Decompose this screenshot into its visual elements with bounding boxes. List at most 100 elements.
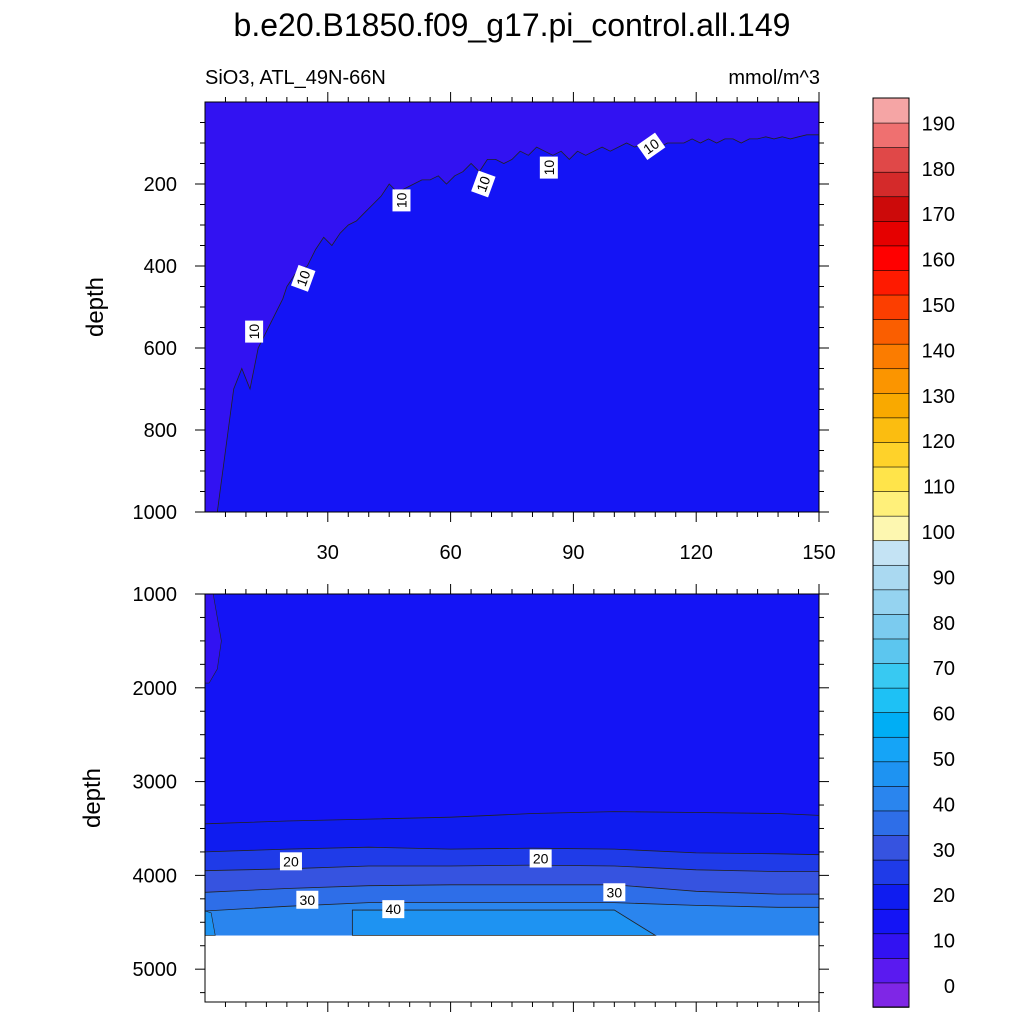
figure-title: b.e20.B1850.f09_g17.pi_control.all.149 (234, 7, 791, 43)
contour-label-bg (382, 900, 405, 919)
contour-region-40 (351, 909, 657, 936)
colorbar-label: 70 (933, 658, 955, 680)
colorbar-label: 100 (922, 522, 955, 544)
colorbar-swatch (872, 97, 910, 124)
contour-label-group: 30 (296, 890, 319, 909)
colorbar-swatch (872, 883, 910, 910)
contour-label-group: 30 (603, 883, 626, 902)
colorbar-swatch (872, 613, 910, 640)
contour-label: 30 (300, 892, 316, 908)
contour-label: 20 (533, 850, 549, 866)
colorbar-swatch (872, 711, 910, 738)
contour-label-group: 10 (637, 132, 666, 160)
colorbar-swatch (872, 810, 910, 836)
colorbar-swatch (872, 564, 910, 591)
y-tick-label: 2000 (133, 678, 178, 700)
colorbar-swatch (872, 785, 910, 812)
y-tick-label: 600 (144, 338, 177, 360)
colorbar-swatch (872, 294, 910, 320)
contour-label-bg (637, 132, 666, 160)
y-tick-label: 5000 (133, 959, 178, 981)
colorbar-label: 150 (922, 295, 955, 317)
contour-label-group: 10 (471, 170, 496, 198)
colorbar-label: 50 (933, 749, 955, 771)
lower-panel: 20 20 30 30 40 1000 2000 3000 4000 5000 depth (79, 584, 829, 1012)
contour-label-bg (245, 320, 264, 343)
upper-panel: 10 10 10 10 10 10 200 400 600 800 1000 30 60 90 120 150… (82, 92, 836, 564)
colorbar-swatch (872, 982, 910, 1008)
colorbar-swatch (872, 539, 910, 566)
colorbar-label: 80 (933, 613, 955, 635)
colorbar-label: 160 (922, 250, 955, 272)
colorbar-swatch (872, 195, 910, 222)
colorbar-swatch (872, 171, 910, 198)
colorbar-label: 30 (933, 840, 955, 862)
x-tick-label: 60 (439, 542, 461, 564)
colorbar-frame (872, 97, 910, 1008)
colorbar-swatch (872, 908, 910, 935)
contour-label: 10 (293, 268, 313, 288)
colorbar-swatch (872, 515, 910, 542)
contour-label: 10 (393, 192, 409, 208)
y-tick-label: 4000 (133, 865, 178, 887)
colorbar: 0 10 20 30 40 50 60 70 80 90 100 110 120 130 140 150 160… (872, 97, 955, 1008)
contour-label: 10 (473, 174, 493, 194)
colorbar-label: 180 (922, 159, 955, 181)
units-subtitle: mmol/m^3 (728, 67, 820, 89)
upper-fill-10 (217, 134, 819, 513)
colorbar-swatch (872, 441, 910, 468)
colorbar-swatch (872, 220, 910, 247)
x-tick-label: 90 (562, 542, 584, 564)
contour-label-bg (539, 156, 558, 179)
y-tick-label: 3000 (133, 772, 178, 794)
colorbar-swatch (872, 834, 910, 861)
contour-label-bg (291, 264, 316, 292)
contour-line-10 (216, 134, 819, 513)
colorbar-label: 90 (933, 567, 955, 589)
colorbar-label: 140 (922, 340, 955, 362)
contour-label-group: 20 (279, 852, 302, 871)
colorbar-label: 60 (933, 704, 955, 726)
y-tick-label: 200 (144, 174, 177, 196)
colorbar-label: 190 (922, 113, 955, 135)
colorbar-label: 20 (933, 885, 955, 907)
colorbar-swatch (872, 417, 910, 443)
colorbar-swatch (872, 367, 910, 394)
y-tick-label: 800 (144, 420, 177, 442)
contour-label-group: 10 (245, 320, 264, 343)
contour-label: 10 (246, 324, 262, 340)
contour-line (204, 884, 819, 895)
colorbar-swatch (872, 638, 910, 664)
colorbar-swatch (872, 269, 910, 296)
contour-label-bg (392, 189, 411, 212)
contour-label: 40 (386, 901, 402, 917)
colorbar-swatch (872, 761, 910, 787)
colorbar-swatch (872, 318, 910, 345)
colorbar-swatch (872, 957, 910, 984)
contour-label-bg (296, 890, 319, 909)
colorbar-swatch (872, 490, 910, 517)
colorbar-swatch (872, 687, 910, 713)
left-subtitle: SiO3, ATL_49N-66N (205, 67, 386, 89)
lower-ylabel: depth (79, 768, 106, 828)
contour-label: 10 (541, 160, 557, 176)
colorbar-swatch (872, 466, 910, 492)
contour-label-bg (603, 883, 626, 902)
colorbar-swatch (872, 589, 910, 615)
colorbar-swatch (872, 245, 910, 271)
colorbar-label: 110 (923, 477, 955, 499)
y-tick-label: 400 (144, 256, 177, 278)
colorbar-swatch (872, 736, 910, 763)
colorbar-swatch (872, 122, 910, 148)
colorbar-label: 120 (922, 431, 955, 453)
contour-line (204, 846, 820, 856)
y-tick-label: 1000 (133, 502, 178, 524)
contour-label-group: 20 (529, 849, 552, 868)
contour-label-bg (471, 170, 496, 198)
contour-label-bg (279, 852, 302, 871)
contour-line (204, 811, 820, 825)
contour-label: 30 (607, 884, 623, 900)
colorbar-swatch (872, 146, 910, 173)
contour-label-group: 40 (382, 900, 405, 919)
